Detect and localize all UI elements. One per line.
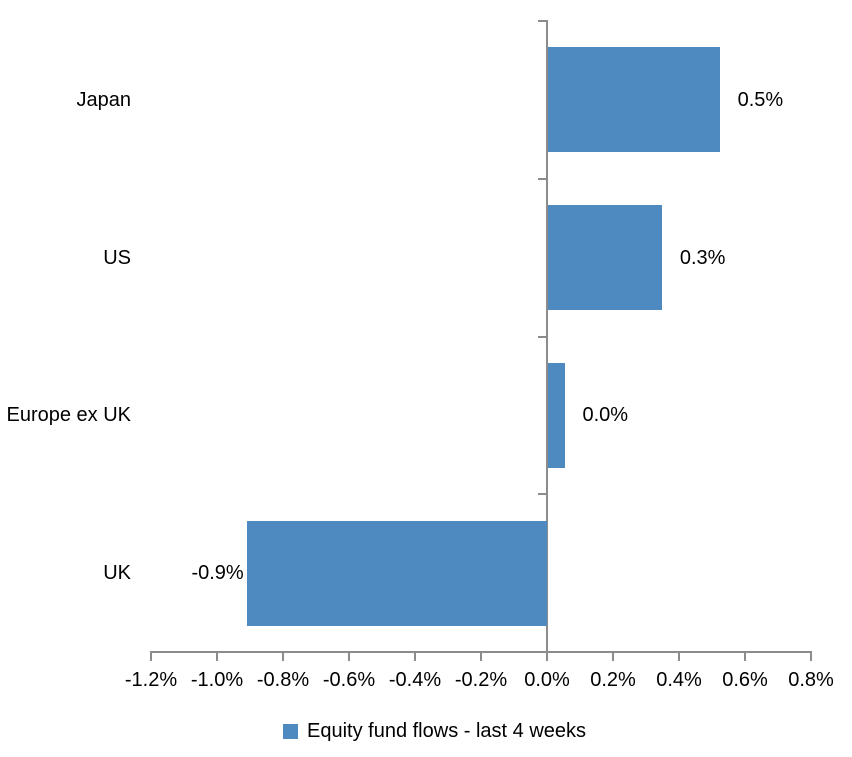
x-axis-tick xyxy=(546,653,548,661)
bar-europe-ex-uk xyxy=(548,362,565,468)
x-axis-tick-label: -0.4% xyxy=(388,669,442,691)
y-axis-tick xyxy=(538,493,546,496)
x-axis-tick-label: -0.6% xyxy=(322,669,376,691)
x-axis-tick-label: 0.8% xyxy=(788,669,834,691)
x-axis-tick-label: -0.2% xyxy=(454,669,508,691)
x-axis-tick xyxy=(216,653,218,661)
x-axis-tick-label: -0.8% xyxy=(256,669,310,691)
x-axis-tick xyxy=(810,653,812,661)
x-axis-tick xyxy=(282,653,284,661)
x-axis-tick-label: 0.2% xyxy=(590,669,636,691)
x-axis-tick-label: 0.6% xyxy=(722,669,768,691)
legend-label: Equity fund flows - last 4 weeks xyxy=(307,720,587,742)
y-axis-tick xyxy=(538,335,546,338)
value-label-japan: 0.5% xyxy=(737,88,784,111)
y-axis-tick xyxy=(538,20,546,22)
x-axis-tick xyxy=(480,653,482,661)
x-axis-tick xyxy=(678,653,680,661)
category-label-europe-ex-uk: Europe ex UK xyxy=(6,404,131,427)
value-label-uk: -0.9% xyxy=(191,562,244,585)
category-label-us: US xyxy=(103,246,131,269)
x-axis-tick-label: -1.0% xyxy=(190,669,244,691)
bar-japan xyxy=(548,47,720,153)
x-axis-tick xyxy=(612,653,614,661)
y-axis-tick xyxy=(538,177,546,180)
bar-us xyxy=(548,205,662,311)
x-axis-tick-label: 0.0% xyxy=(524,669,570,691)
value-label-europe-ex-uk: 0.0% xyxy=(582,404,629,427)
x-axis-tick xyxy=(414,653,416,661)
value-label-us: 0.3% xyxy=(679,246,726,269)
legend-swatch-icon xyxy=(283,723,298,739)
legend: Equity fund flows - last 4 weeks xyxy=(283,719,586,743)
category-label-uk: UK xyxy=(103,562,131,585)
x-axis-tick xyxy=(150,653,152,661)
y-axis-line xyxy=(546,20,548,653)
bar-uk xyxy=(246,520,547,626)
x-axis-tick-label: 0.4% xyxy=(656,669,702,691)
category-label-japan: Japan xyxy=(76,88,132,111)
x-axis-tick xyxy=(348,653,350,661)
x-axis-tick-label: -1.2% xyxy=(124,669,178,691)
x-axis-tick xyxy=(744,653,746,661)
x-axis-line xyxy=(150,651,812,653)
